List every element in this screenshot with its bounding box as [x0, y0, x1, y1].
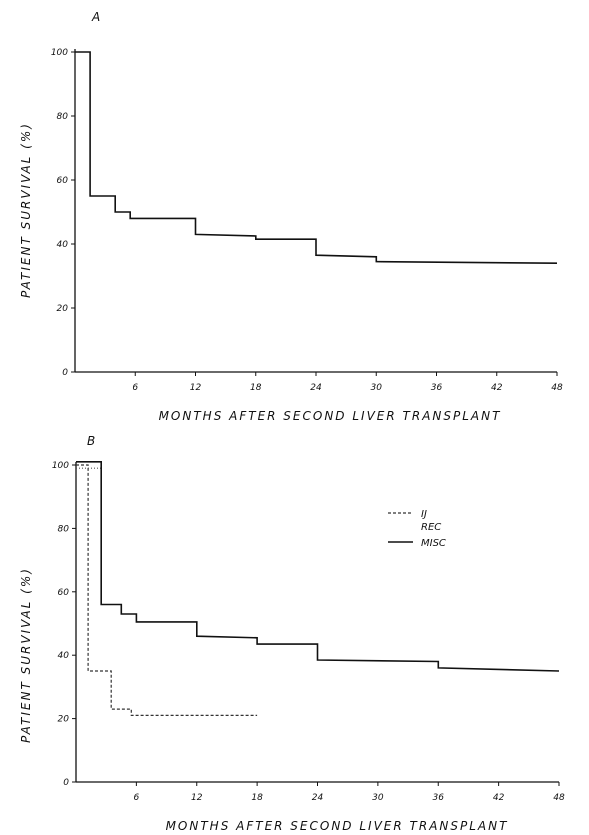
panel-a-x-tick-label-2: 18	[250, 383, 262, 393]
panel-a-y-tick-label-4: 80	[57, 112, 69, 122]
legend-label-misc: MISC	[421, 538, 446, 549]
panel-b-y-tick-label-1: 20	[58, 715, 70, 725]
panel-a-y-axis-title: PATIENT SURVIVAL (%)	[19, 122, 33, 298]
panel-a-x-tick-label-7: 48	[551, 383, 563, 393]
panel-b-x-tick-label-3: 24	[312, 793, 324, 803]
panel-b-y-tick-label-3: 60	[58, 588, 70, 598]
panel-a-y-tick-label-0: 0	[62, 368, 68, 378]
panel-a-y-tick-label-1: 20	[57, 304, 69, 314]
panel-b-series-ij-line	[76, 464, 258, 717]
panel-a-plot-area: 0 20 40 60 80 100 6 12 18 24 30 36 42 48	[51, 48, 563, 393]
panel-b-x-tick-label-5: 36	[433, 793, 445, 803]
panel-b-x-tick-label-2: 18	[251, 793, 263, 803]
panel-b-y-axis-title: PATIENT SURVIVAL (%)	[19, 567, 33, 743]
panel-b-x-tick-label-4: 30	[372, 793, 384, 803]
panel-b: B PATIENT SURVIVAL (%) MONTHS AFTER SECO…	[19, 434, 565, 833]
panel-a-letter: A	[91, 10, 100, 24]
legend-label-rec: REC	[421, 522, 441, 533]
panel-a-x-tick-label-4: 30	[371, 383, 383, 393]
panel-b-plot-area: 0 20 40 60 80 100 6 12 18 24 30 36 42 48	[52, 460, 565, 803]
panel-b-y-tick-label-2: 40	[58, 651, 70, 661]
panel-b-x-tick-label-6: 42	[493, 793, 505, 803]
panel-a-x-tick-label-1: 12	[190, 383, 202, 393]
panel-b-x-tick-label-7: 48	[553, 793, 565, 803]
panel-a-y-tick-label-3: 60	[57, 176, 69, 186]
panel-b-y-tick-label-4: 80	[58, 524, 70, 534]
panel-a-x-tick-label-6: 42	[491, 383, 503, 393]
panel-b-x-tick-label-1: 12	[191, 793, 203, 803]
panel-b-legend: IJ REC MISC	[388, 509, 446, 549]
panel-b-y-tick-label-0: 0	[63, 778, 69, 788]
panel-a-y-tick-label-5: 100	[51, 48, 68, 58]
panel-a: A PATIENT SURVIVAL (%) MONTHS AFTER SECO…	[19, 10, 563, 423]
panel-a-x-tick-label-0: 6	[132, 383, 138, 393]
panel-b-y-tick-label-5: 100	[52, 461, 69, 471]
panel-a-x-axis-title: MONTHS AFTER SECOND LIVER TRANSPLANT	[159, 409, 502, 423]
legend-label-ij: IJ	[421, 509, 427, 520]
panel-a-x-tick-label-5: 36	[431, 383, 443, 393]
panel-b-letter: B	[87, 434, 95, 448]
panel-b-x-axis-title: MONTHS AFTER SECOND LIVER TRANSPLANT	[166, 819, 509, 833]
panel-a-series-0-line	[75, 51, 558, 264]
panel-b-x-tick-label-0: 6	[134, 793, 140, 803]
panel-b-series-misc-line	[76, 460, 560, 672]
panel-a-x-tick-label-3: 24	[310, 383, 322, 393]
panel-a-y-tick-label-2: 40	[57, 240, 69, 250]
